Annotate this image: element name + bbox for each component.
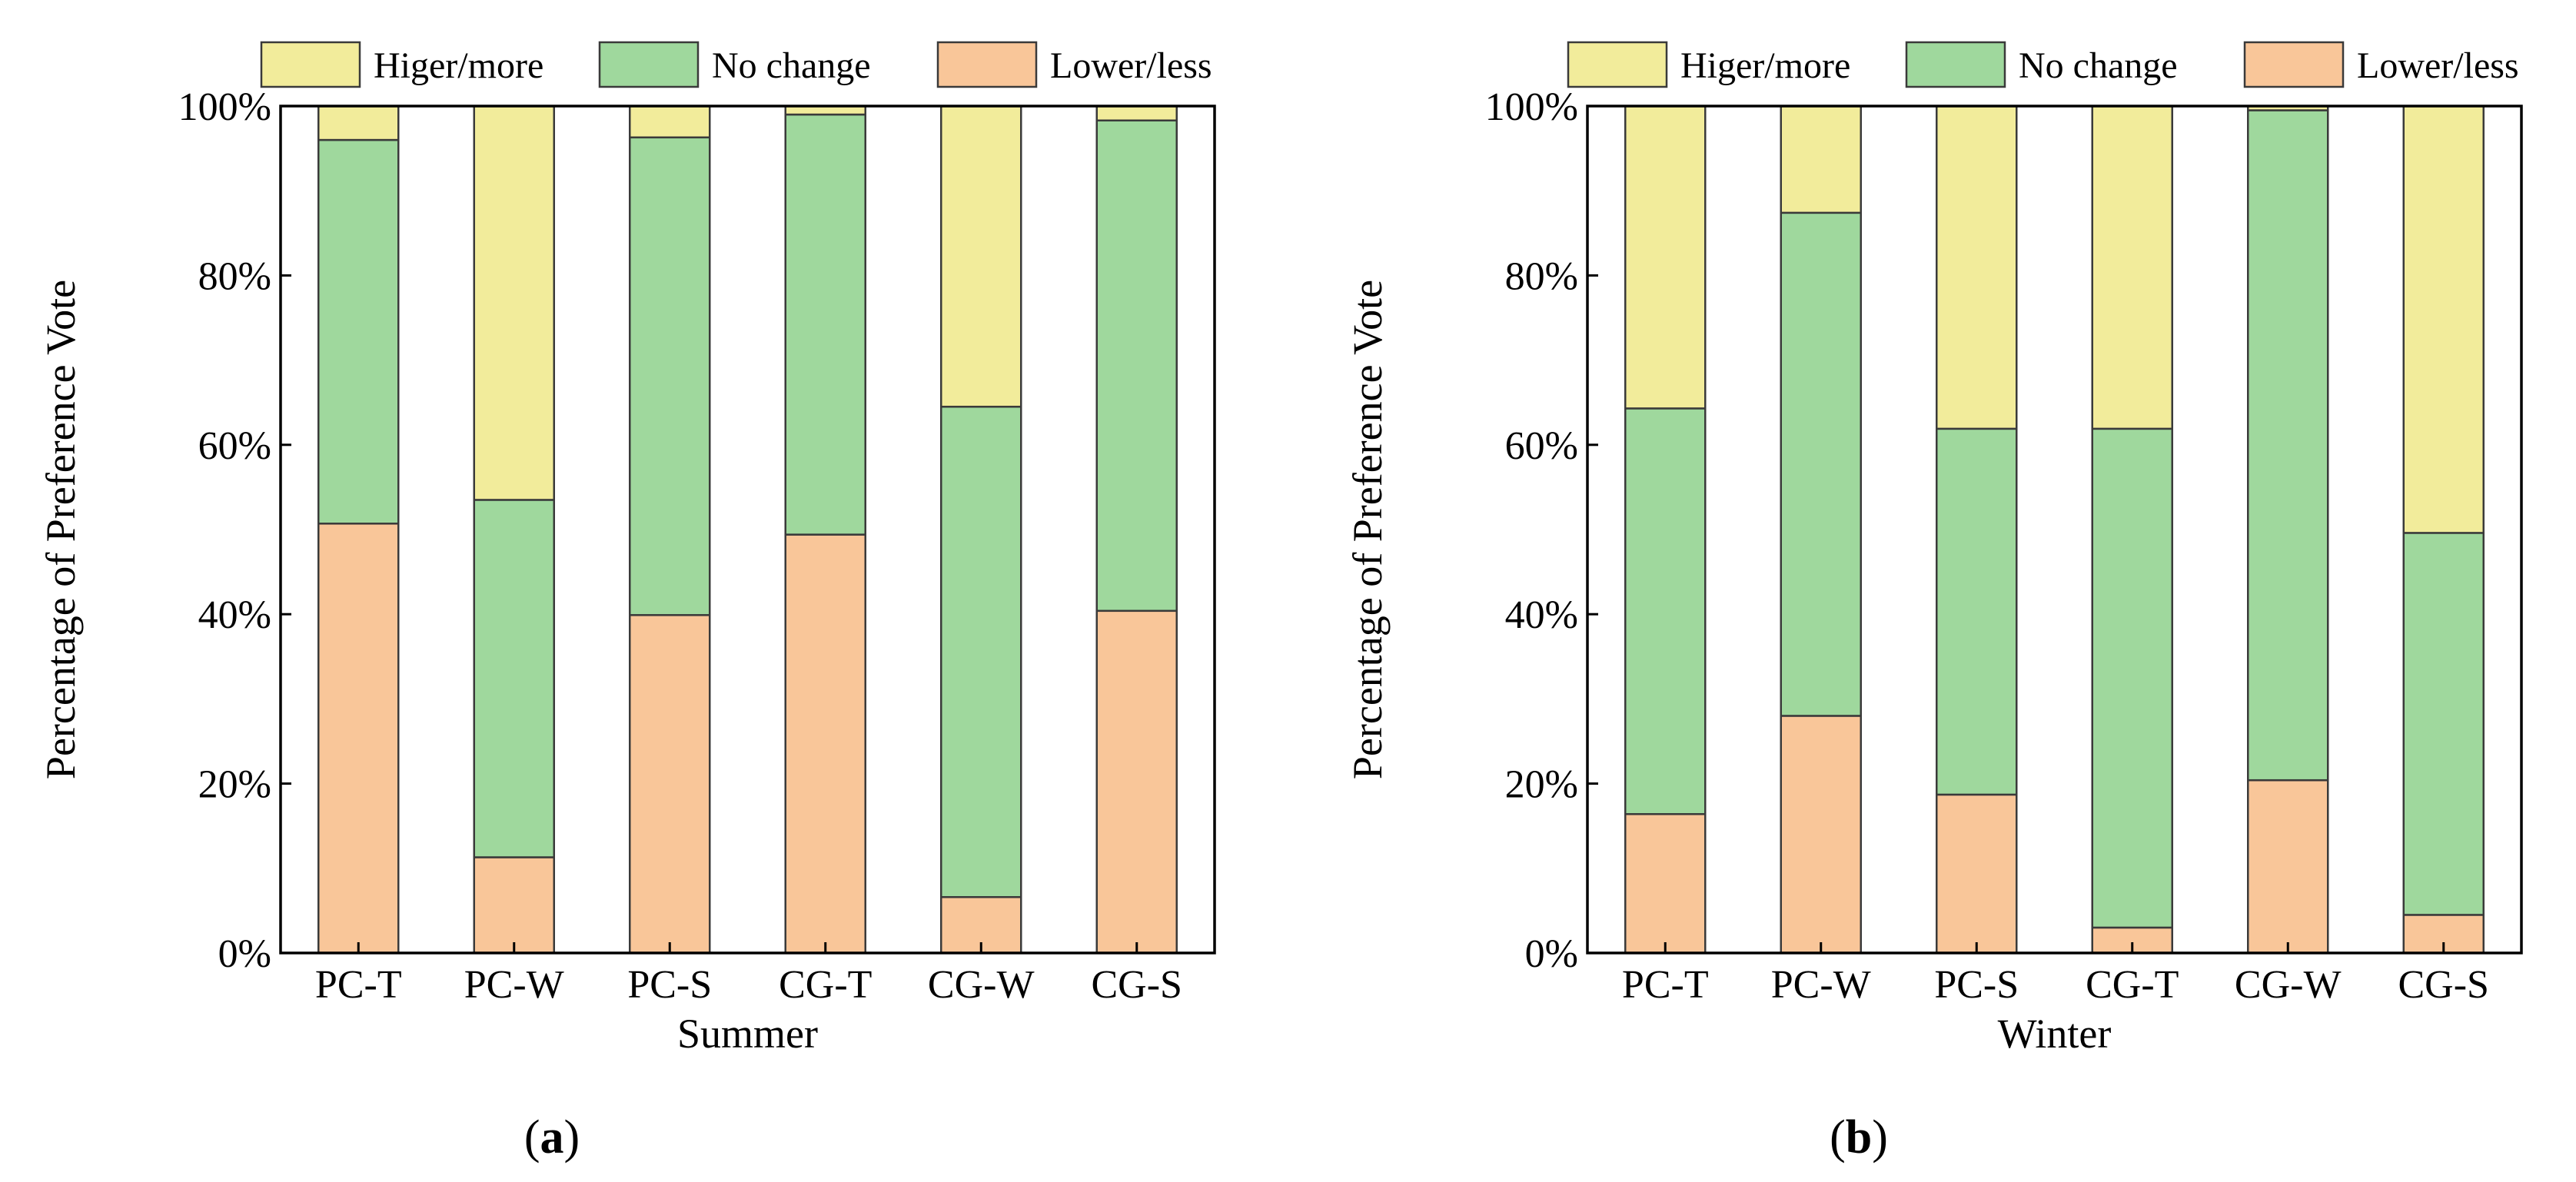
bars [317,105,1178,955]
y-axis-title: Percentage of Preference Vote [1345,280,1391,779]
bar-segment-cg-t-no-change [784,113,866,536]
bar-segment-cg-s-no-change [1095,119,1178,613]
bars [1624,105,2485,955]
bar-segment-cg-t-higer-more [2091,105,2173,430]
bar-segment-pc-t-lower-less [1624,813,1707,955]
plot-frame [1586,105,2523,955]
bar-segment-cg-w-no-change [940,405,1022,898]
bar-segment-pc-w-higer-more [1780,105,1862,214]
y-tick-label: 60% [1505,424,1578,468]
bar-segment-cg-s-higer-more [1095,105,1178,121]
plot-frame [279,105,1216,955]
y-tick-label: 60% [198,424,271,468]
x-axis: PC-T PC-W PC-S CG-T CG-W CG-S [315,942,1182,1007]
bar-segment-pc-w-no-change [1780,211,1862,717]
y-tick-label: 0% [1525,932,1578,976]
bar-segment-cg-s-higer-more [2402,105,2485,534]
bar-segment-cg-w-lower-less [2247,779,2329,955]
x-tick-label: CG-S [2398,963,2489,1007]
bar-segment-pc-s-lower-less [1936,793,2018,955]
bar-segment-pc-t-no-change [317,138,400,525]
bar-segment-cg-s-lower-less [1095,609,1178,955]
bar-segment-cg-w-no-change [2247,109,2329,782]
bar-segment-pc-s-no-change [629,136,711,616]
y-tick-label: 20% [1505,763,1578,807]
y-tick-label: 80% [198,254,271,298]
x-axis-title: Summer [677,1011,818,1057]
y-axis-title: Percentage of Preference Vote [38,280,84,779]
bar-segment-cg-w-higer-more [940,105,1022,408]
x-axis: PC-T PC-W PC-S CG-T CG-W CG-S [1622,942,2489,1007]
panel-label: (a) [524,1111,580,1164]
legend-swatch-higher [1567,41,1668,88]
bar-segment-pc-t-no-change [1624,407,1707,815]
bar-segment-cg-t-no-change [2091,427,2173,929]
legend-label-nochange: No change [2019,45,2178,86]
legend: Higer/more No change Lower/less [1567,41,2519,88]
bar-segment-pc-s-no-change [1936,427,2018,796]
legend: Higer/more No change Lower/less [260,41,1212,88]
x-tick-label: PC-S [1934,963,2019,1007]
x-tick-label: PC-T [1622,963,1709,1007]
legend-label-nochange: No change [712,45,871,86]
y-tick-label: 40% [1505,593,1578,637]
y-tick-label: 20% [198,763,271,807]
bar-segment-pc-t-lower-less [317,523,400,955]
legend-swatch-nochange [1905,41,2006,88]
y-axis: 0% 20% 40% 60% 80% 100% [178,85,291,976]
y-tick-label: 100% [1485,85,1578,129]
y-tick-label: 80% [1505,254,1578,298]
bar-segment-pc-s-higer-more [629,105,711,139]
panel-label: (b) [1830,1111,1888,1164]
x-tick-label: CG-T [2086,963,2179,1007]
legend-swatch-higher [260,41,361,88]
bar-segment-pc-w-lower-less [473,856,555,955]
bar-segment-cg-t-lower-less [784,533,866,955]
legend-swatch-nochange [598,41,700,88]
bar-segment-pc-t-higer-more [317,105,400,141]
x-tick-label: CG-W [928,963,1035,1007]
x-tick-label: PC-T [315,963,402,1007]
legend-swatch-lower [936,41,1038,88]
bar-segment-cg-s-no-change [2402,532,2485,916]
x-tick-label: CG-S [1092,963,1182,1007]
x-tick-label: PC-W [464,963,564,1007]
y-tick-label: 40% [198,593,271,637]
legend-swatch-lower [2243,41,2345,88]
legend-label-higher: Higer/more [374,45,543,86]
chart-panel-b: Higer/more No change Lower/less 0% 20% 40% 60%… [1345,41,2523,1164]
bar-segment-pc-t-higer-more [1624,105,1707,410]
bar-segment-pc-w-higer-more [473,105,555,501]
bar-segment-pc-w-lower-less [1780,715,1862,955]
y-axis: 0% 20% 40% 60% 80% 100% [1485,85,1598,976]
x-tick-label: PC-S [627,963,712,1007]
y-tick-label: 100% [178,85,271,129]
legend-label-higher: Higer/more [1680,45,1850,86]
legend-label-lower: Lower/less [1050,45,1212,86]
x-tick-label: CG-W [2235,963,2342,1007]
bar-segment-pc-s-lower-less [629,614,711,955]
bar-segment-pc-s-higer-more [1936,105,2018,430]
bar-segment-pc-w-no-change [473,499,555,858]
legend-label-lower: Lower/less [2357,45,2519,86]
x-tick-label: CG-T [779,963,872,1007]
x-axis-title: Winter [1998,1011,2112,1057]
chart-panel-a: Higer/more No change Lower/less 0% 20% 40% 60%… [38,41,1216,1164]
y-tick-label: 0% [218,932,271,976]
x-tick-label: PC-W [1771,963,1871,1007]
